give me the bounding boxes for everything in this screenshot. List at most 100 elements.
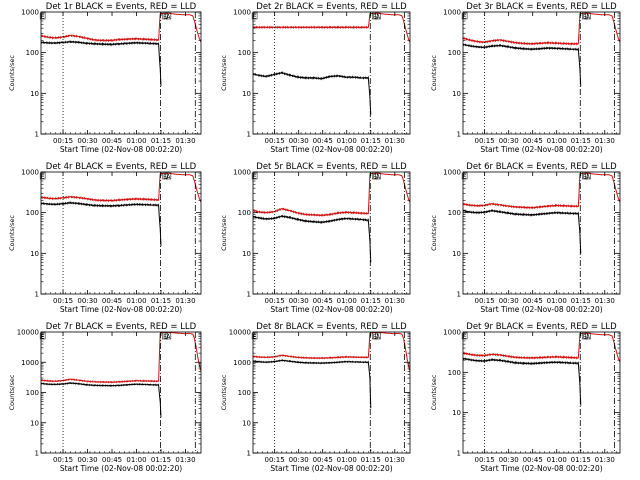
lld-series-line	[463, 332, 620, 363]
y-axis-label: Counts/sec	[8, 215, 16, 251]
y-tick-label: 10	[30, 90, 39, 98]
y-tick-label: 1	[35, 450, 39, 458]
events-series-line	[463, 43, 582, 87]
panel-title: Det 9r BLACK = Events, RED = LLD	[466, 322, 617, 332]
flag-label: A	[376, 14, 381, 21]
x-tick-label: 01:00	[337, 456, 357, 464]
y-tick-label: 10	[452, 409, 461, 417]
x-tick-label: 01:15	[571, 137, 591, 145]
y-tick-label: 1	[247, 450, 251, 458]
y-tick-label: 1	[247, 291, 251, 299]
y-tick-label: 100	[26, 49, 39, 57]
flag-label: E	[583, 174, 587, 181]
x-tick-label: 01:30	[175, 456, 195, 464]
flag-label: A	[166, 14, 171, 21]
plot-frame	[252, 171, 411, 295]
x-tick-label: 01:15	[571, 456, 591, 464]
flag-label: A	[586, 334, 591, 341]
x-tick-label: 01:15	[151, 456, 171, 464]
panel-title: Det 2r BLACK = Events, RED = LLD	[256, 2, 407, 12]
x-tick-label: 01:00	[126, 456, 146, 464]
events-series-line	[41, 40, 162, 87]
y-tick-label: 100	[448, 209, 461, 217]
flag-label: E	[463, 14, 467, 21]
y-axis-label: Counts/sec	[8, 55, 16, 91]
y-axis-label: Counts/sec	[220, 55, 228, 91]
plot-frame	[462, 11, 621, 135]
x-axis-label: Start Time (02-Nov-08 00:02:20)	[60, 464, 182, 473]
flag-label: A	[586, 174, 591, 181]
x-tick-label: 01:30	[385, 456, 405, 464]
y-tick-label: 10	[242, 250, 251, 258]
x-tick-label: 01:30	[385, 297, 405, 305]
events-series-line	[463, 208, 582, 254]
flag-label: E	[373, 334, 377, 341]
x-tick-label: 01:00	[547, 456, 567, 464]
flag-label: E	[253, 14, 257, 21]
flag-label: E	[163, 174, 167, 181]
flag-label: E	[583, 334, 587, 341]
y-axis-label: Counts/sec	[430, 215, 438, 251]
x-tick-label: 01:15	[361, 297, 381, 305]
flag-label: E	[41, 334, 45, 341]
x-tick-label: 00:30	[77, 137, 97, 145]
lld-series-line	[253, 172, 410, 217]
plot-frame	[40, 331, 202, 454]
y-tick-label: 1000	[233, 169, 251, 177]
events-series-line	[41, 381, 162, 418]
x-tick-label: 01:15	[151, 137, 171, 145]
flag-label: E	[163, 334, 167, 341]
x-tick-label: 00:45	[523, 297, 543, 305]
y-tick-label: 1000	[233, 9, 251, 17]
flag-label: E	[41, 174, 45, 181]
x-tick-label: 00:15	[265, 456, 285, 464]
x-tick-label: 01:00	[337, 137, 357, 145]
x-axis-label: Start Time (02-Nov-08 00:02:20)	[60, 145, 182, 154]
y-tick-label: 1000	[21, 359, 39, 367]
flag-label: A	[166, 174, 171, 181]
y-tick-label: 1	[35, 131, 39, 139]
plot-frame	[462, 331, 621, 454]
panel-title: Det 4r BLACK = Events, RED = LLD	[46, 162, 197, 172]
lld-series-line	[253, 332, 410, 372]
x-tick-label: 00:30	[289, 456, 309, 464]
lld-series-line	[41, 332, 201, 384]
events-series-line	[41, 201, 162, 247]
lld-series-line	[41, 12, 201, 43]
events-series-line	[253, 71, 372, 115]
x-tick-label: 01:00	[337, 297, 357, 305]
x-tick-label: 00:30	[499, 297, 519, 305]
x-axis-label: Start Time (02-Nov-08 00:02:20)	[270, 305, 392, 314]
x-axis-label: Start Time (02-Nov-08 00:02:20)	[270, 145, 392, 154]
y-tick-label: 1	[457, 131, 461, 139]
y-tick-label: 1	[457, 450, 461, 458]
y-tick-label: 1000	[443, 169, 461, 177]
y-axis-label: Counts/sec	[430, 374, 438, 410]
x-tick-label: 01:00	[547, 297, 567, 305]
x-tick-label: 00:30	[289, 137, 309, 145]
y-tick-label: 1000	[233, 359, 251, 367]
y-tick-label: 100	[238, 209, 251, 217]
x-axis-label: Start Time (02-Nov-08 00:02:20)	[480, 464, 602, 473]
y-tick-label: 1000	[21, 169, 39, 177]
panel-title: Det 7r BLACK = Events, RED = LLD	[46, 322, 197, 332]
panel-title: Det 8r BLACK = Events, RED = LLD	[256, 322, 407, 332]
x-tick-label: 01:15	[151, 297, 171, 305]
flag-label: E	[463, 174, 467, 181]
y-tick-label: 10000	[229, 329, 251, 337]
x-tick-label: 00:30	[499, 456, 519, 464]
x-tick-label: 01:15	[361, 456, 381, 464]
y-axis-label: Counts/sec	[430, 55, 438, 91]
x-tick-label: 00:30	[77, 297, 97, 305]
x-tick-label: 00:45	[102, 297, 122, 305]
x-tick-label: 01:30	[595, 456, 615, 464]
x-tick-label: 00:15	[265, 297, 285, 305]
flag-label: E	[253, 174, 257, 181]
